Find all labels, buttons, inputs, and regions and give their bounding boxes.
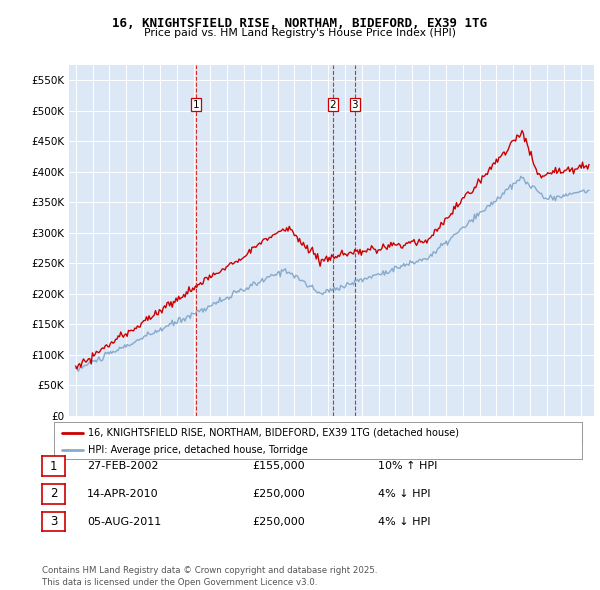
Text: 10% ↑ HPI: 10% ↑ HPI [378, 461, 437, 471]
Text: 3: 3 [50, 515, 57, 528]
Text: 1: 1 [50, 460, 57, 473]
Text: 05-AUG-2011: 05-AUG-2011 [87, 517, 161, 526]
Text: 14-APR-2010: 14-APR-2010 [87, 489, 158, 499]
Text: £250,000: £250,000 [252, 489, 305, 499]
Text: 4% ↓ HPI: 4% ↓ HPI [378, 489, 431, 499]
Text: 27-FEB-2002: 27-FEB-2002 [87, 461, 158, 471]
Text: 16, KNIGHTSFIELD RISE, NORTHAM, BIDEFORD, EX39 1TG (detached house): 16, KNIGHTSFIELD RISE, NORTHAM, BIDEFORD… [88, 428, 460, 438]
Text: 16, KNIGHTSFIELD RISE, NORTHAM, BIDEFORD, EX39 1TG: 16, KNIGHTSFIELD RISE, NORTHAM, BIDEFORD… [113, 17, 487, 30]
Text: 1: 1 [193, 100, 199, 110]
Text: £155,000: £155,000 [252, 461, 305, 471]
Text: HPI: Average price, detached house, Torridge: HPI: Average price, detached house, Torr… [88, 445, 308, 455]
Text: Price paid vs. HM Land Registry's House Price Index (HPI): Price paid vs. HM Land Registry's House … [144, 28, 456, 38]
Text: Contains HM Land Registry data © Crown copyright and database right 2025.
This d: Contains HM Land Registry data © Crown c… [42, 566, 377, 587]
Text: 3: 3 [352, 100, 358, 110]
Text: £250,000: £250,000 [252, 517, 305, 526]
Text: 2: 2 [50, 487, 57, 500]
Text: 2: 2 [330, 100, 337, 110]
Text: 4% ↓ HPI: 4% ↓ HPI [378, 517, 431, 526]
